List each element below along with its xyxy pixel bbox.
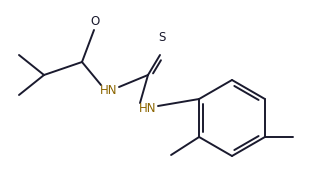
Text: HN: HN [139,102,157,114]
Text: O: O [90,15,100,27]
Text: S: S [158,30,166,44]
Text: HN: HN [100,84,118,96]
